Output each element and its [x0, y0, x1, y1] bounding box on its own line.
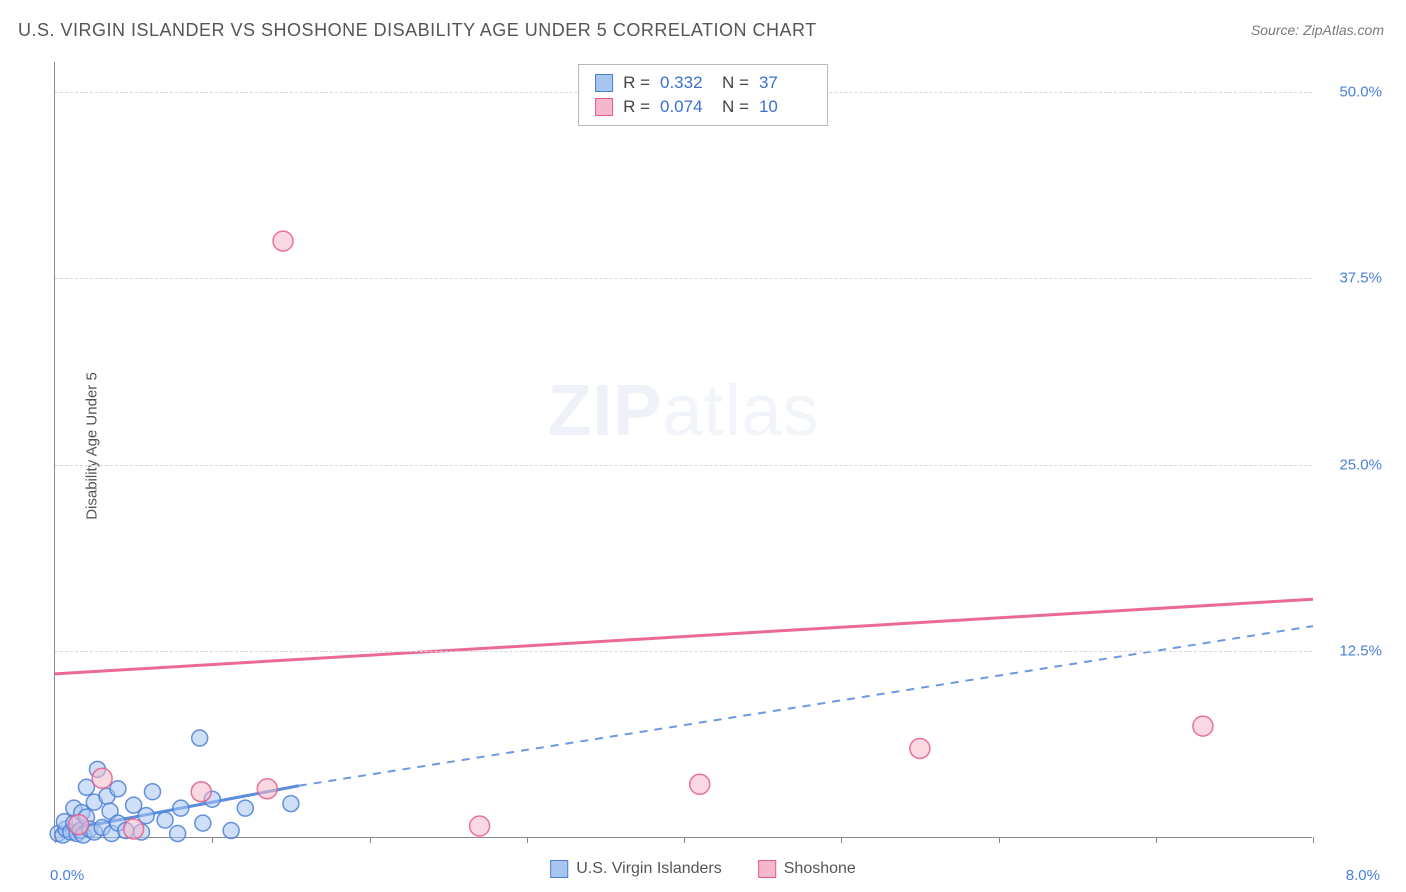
y-tick-label: 50.0% — [1322, 83, 1382, 100]
legend-swatch — [758, 860, 776, 878]
x-tick — [55, 837, 56, 843]
gridline — [55, 465, 1312, 466]
plot-area: ZIPatlas 12.5%25.0%37.5%50.0% — [54, 62, 1312, 838]
legend-swatch — [550, 860, 568, 878]
source-attribution: Source: ZipAtlas.com — [1251, 22, 1384, 38]
chart-svg — [55, 62, 1312, 837]
x-tick — [527, 837, 528, 843]
x-tick — [999, 837, 1000, 843]
x-axis-min-label: 0.0% — [50, 867, 84, 884]
x-tick — [1313, 837, 1314, 843]
gridline — [55, 278, 1312, 279]
chart-title: U.S. VIRGIN ISLANDER VS SHOSHONE DISABIL… — [18, 20, 817, 41]
legend-item: U.S. Virgin Islanders — [550, 860, 722, 878]
x-tick — [841, 837, 842, 843]
x-tick — [370, 837, 371, 843]
x-tick — [1156, 837, 1157, 843]
x-axis-max-label: 8.0% — [1346, 867, 1380, 884]
y-tick-label: 12.5% — [1322, 643, 1382, 660]
legend-label: U.S. Virgin Islanders — [576, 860, 722, 878]
bottom-legend: U.S. Virgin Islanders Shoshone — [550, 860, 856, 878]
y-tick-label: 37.5% — [1322, 270, 1382, 287]
x-tick — [212, 837, 213, 843]
stats-row: R =0.332N =37 — [595, 71, 811, 95]
legend-swatch — [595, 74, 613, 92]
stats-legend-box: R =0.332N =37R =0.074N =10 — [578, 64, 828, 126]
legend-swatch — [595, 98, 613, 116]
x-tick — [684, 837, 685, 843]
gridline — [55, 651, 1312, 652]
legend-label: Shoshone — [784, 860, 856, 878]
y-tick-label: 25.0% — [1322, 456, 1382, 473]
legend-item: Shoshone — [758, 860, 856, 878]
stats-row: R =0.074N =10 — [595, 95, 811, 119]
